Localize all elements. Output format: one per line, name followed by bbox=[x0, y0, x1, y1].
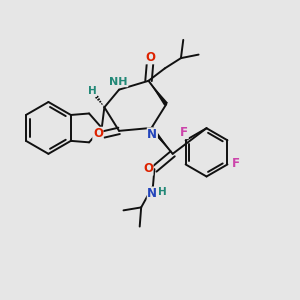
Text: O: O bbox=[145, 51, 155, 64]
Text: H: H bbox=[158, 187, 167, 196]
Text: H: H bbox=[88, 86, 96, 96]
Polygon shape bbox=[148, 81, 168, 106]
Polygon shape bbox=[150, 126, 173, 154]
Text: F: F bbox=[232, 157, 240, 170]
Text: N: N bbox=[147, 187, 158, 200]
Text: F: F bbox=[180, 125, 188, 139]
Text: O: O bbox=[93, 127, 103, 140]
Text: N: N bbox=[147, 128, 158, 141]
Text: O: O bbox=[143, 162, 153, 175]
Text: NH: NH bbox=[109, 77, 128, 87]
